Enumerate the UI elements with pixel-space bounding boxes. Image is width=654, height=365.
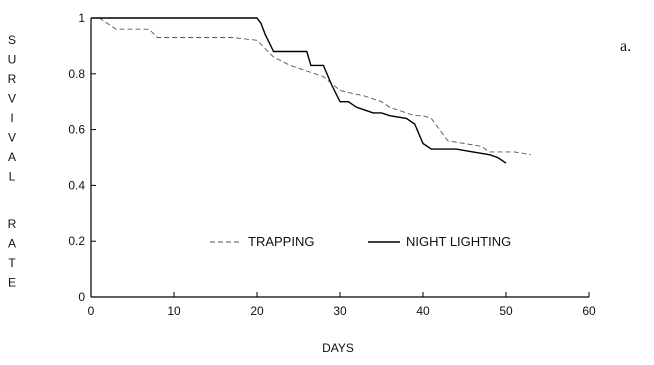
legend-label: TRAPPING (248, 234, 314, 249)
axis-labels: DAYS S U R V I V A L R A T E a. (8, 33, 631, 355)
y-tick-label: 0.8 (68, 67, 85, 81)
x-tick-label: 60 (582, 304, 596, 318)
y-tick-label: 0.6 (68, 123, 85, 137)
series-line-trapping (91, 17, 531, 156)
legend: TRAPPING NIGHT LIGHTING (210, 234, 511, 249)
series-line-night-lighting (91, 17, 507, 164)
y-tick-label: 0.4 (68, 178, 85, 192)
x-axis-label: DAYS (322, 341, 354, 355)
y-tick-label: 0 (78, 290, 85, 304)
x-tick-label: 30 (333, 304, 347, 318)
series-lines (91, 17, 531, 164)
x-tick-label: 0 (88, 304, 95, 318)
y-tick-label: 0.2 (68, 234, 85, 248)
x-tick-label: 50 (499, 304, 513, 318)
x-tick-label: 10 (167, 304, 181, 318)
x-tick-label: 20 (250, 304, 264, 318)
axes: 0 10 20 30 40 50 60 0 0.2 0.4 0.6 0.8 1 (68, 11, 596, 318)
x-tick-label: 40 (416, 304, 430, 318)
panel-label: a. (620, 38, 631, 55)
y-tick-label: 1 (78, 11, 85, 25)
legend-label: NIGHT LIGHTING (406, 234, 511, 249)
